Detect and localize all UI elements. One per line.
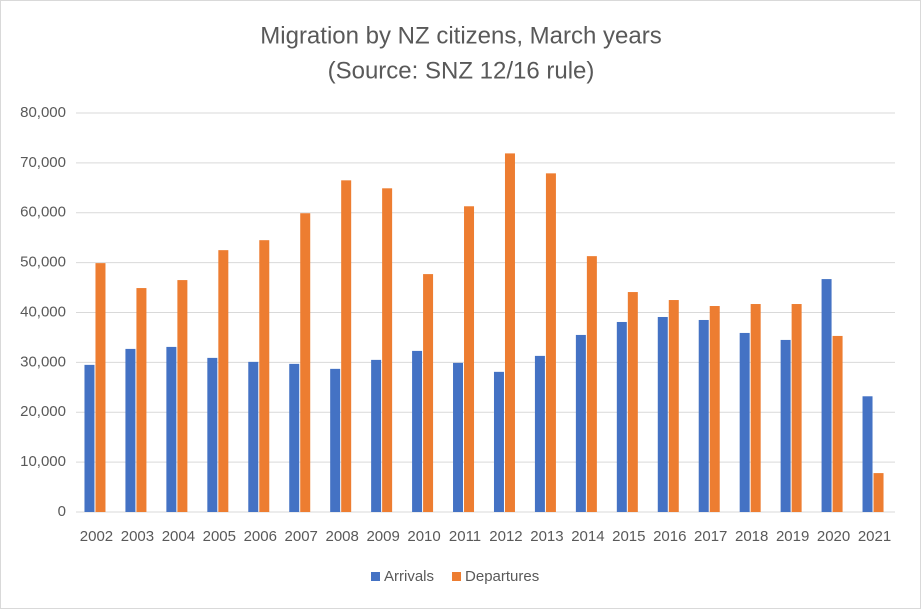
bar [412, 350, 423, 512]
x-tick-label: 2015 [612, 528, 645, 545]
bar [259, 240, 270, 512]
x-tick-label: 2019 [776, 528, 809, 545]
bar [575, 334, 586, 512]
y-tick-label: 50,000 [20, 254, 66, 271]
bar [330, 368, 341, 512]
bar [657, 316, 668, 512]
x-tick-label: 2002 [80, 528, 113, 545]
y-tick-label: 70,000 [20, 154, 66, 171]
x-tick-label: 2011 [449, 528, 481, 545]
bar [780, 339, 791, 512]
x-tick-label: 2021 [858, 528, 891, 545]
chart-subtitle: (Source: SNZ 12/16 rule) [328, 57, 595, 84]
bar [453, 362, 464, 512]
legend-label: Departures [465, 568, 539, 585]
chart-title: Migration by NZ citizens, March years [260, 22, 661, 49]
bar [616, 321, 627, 512]
bar [423, 274, 434, 512]
x-tick-label: 2018 [735, 528, 768, 545]
legend-swatch [371, 572, 380, 581]
bar [95, 263, 106, 512]
bar [371, 359, 382, 512]
bar [821, 279, 832, 512]
x-tick-label: 2008 [325, 528, 358, 545]
bar [709, 306, 720, 512]
bar [862, 396, 873, 512]
legend-label: Arrivals [384, 568, 434, 585]
y-tick-label: 10,000 [20, 453, 66, 470]
bar [218, 250, 229, 512]
x-tick-label: 2017 [694, 528, 727, 545]
y-tick-label: 40,000 [20, 303, 66, 320]
x-tick-label: 2014 [571, 528, 604, 545]
x-tick-label: 2006 [244, 528, 277, 545]
bar [493, 371, 504, 512]
bar [248, 361, 259, 512]
bar [341, 180, 352, 513]
x-tick-label: 2013 [530, 528, 563, 545]
x-tick-label: 2020 [817, 528, 850, 545]
bar [698, 319, 709, 512]
y-tick-label: 80,000 [20, 104, 66, 121]
x-tick-label: 2016 [653, 528, 686, 545]
bar [464, 206, 475, 513]
bar [545, 173, 556, 512]
x-tick-label: 2012 [489, 528, 522, 545]
y-tick-label: 20,000 [20, 403, 66, 420]
x-tick-label: 2004 [162, 528, 195, 545]
bar [750, 304, 761, 512]
bar [627, 292, 638, 512]
x-tick-label: 2010 [407, 528, 440, 545]
bar [534, 355, 545, 512]
bar [207, 357, 218, 512]
y-tick-label: 60,000 [20, 204, 66, 221]
bar [586, 256, 597, 512]
x-tick-label: 2003 [121, 528, 154, 545]
bar [166, 346, 177, 512]
bar [300, 213, 311, 512]
bar [84, 364, 95, 512]
bar [668, 300, 679, 512]
bar [832, 335, 843, 512]
bar [177, 280, 188, 512]
bar [504, 153, 515, 512]
y-tick-label: 30,000 [20, 353, 66, 370]
bar [136, 288, 147, 512]
bar [289, 363, 300, 512]
bar [739, 332, 750, 512]
bar [791, 304, 802, 512]
bar [125, 348, 136, 512]
legend-swatch [452, 572, 462, 581]
bar [382, 188, 393, 512]
y-tick-label: 0 [58, 503, 66, 520]
bar [873, 473, 884, 512]
x-tick-label: 2009 [366, 528, 399, 545]
x-tick-label: 2007 [285, 528, 318, 545]
x-tick-label: 2005 [203, 528, 236, 545]
